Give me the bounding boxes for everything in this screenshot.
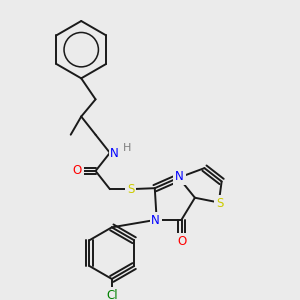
Text: Cl: Cl xyxy=(106,289,118,300)
Text: S: S xyxy=(216,197,224,210)
Text: N: N xyxy=(152,214,160,227)
Text: N: N xyxy=(110,147,119,160)
Text: N: N xyxy=(175,170,184,183)
Text: O: O xyxy=(73,164,82,178)
Text: H: H xyxy=(123,143,131,153)
Text: S: S xyxy=(127,183,135,196)
Text: O: O xyxy=(177,235,186,248)
